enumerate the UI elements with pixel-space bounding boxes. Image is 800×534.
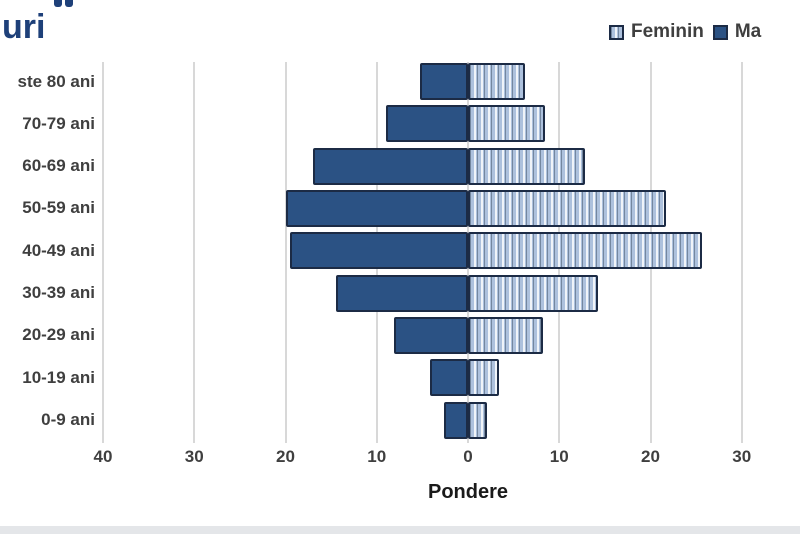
bar-feminin [468, 316, 543, 354]
bar-masculin [290, 232, 468, 270]
legend-label-feminin: Feminin [631, 21, 704, 42]
bar-masculin [385, 105, 468, 143]
gridline [740, 62, 743, 443]
bar-feminin [468, 105, 545, 143]
masculin-swatch-icon [712, 24, 728, 40]
bar-masculin [429, 359, 468, 397]
bar-masculin [394, 316, 468, 354]
category-label: 70-79 ani [22, 113, 95, 133]
legend: Feminin Ma [609, 21, 761, 43]
x-tick-label: 30 [732, 447, 752, 466]
category-label: 30-39 ani [22, 283, 95, 303]
bar-feminin [468, 232, 702, 270]
x-tick-label: 0 [463, 447, 473, 466]
x-axis-title: Pondere [427, 481, 509, 503]
feminin-swatch-icon [609, 24, 624, 40]
gridline [193, 62, 196, 443]
x-tick-label: 10 [549, 447, 569, 466]
bar-feminin [468, 63, 526, 100]
gridline [284, 62, 287, 443]
bar-masculin [312, 147, 468, 185]
bar-masculin [335, 274, 468, 312]
cropped-text-fragment [65, 0, 73, 7]
bar-feminin [468, 401, 488, 439]
category-label: 50-59 ani [22, 198, 95, 218]
bar-masculin [285, 189, 468, 227]
bar-feminin [468, 189, 666, 227]
bar-masculin [444, 401, 468, 439]
chart-title: uri [2, 8, 46, 46]
x-tick-label: 10 [367, 447, 387, 466]
bottom-strip [0, 526, 800, 534]
category-label: 60-69 ani [22, 156, 95, 176]
cropped-text-fragment [54, 0, 62, 7]
category-label: 0-9 ani [41, 410, 95, 430]
bar-feminin [468, 359, 500, 397]
legend-item-masculin: Ma [712, 21, 762, 43]
bar-feminin [468, 274, 598, 312]
x-tick-label: 20 [276, 447, 295, 466]
gridline [102, 62, 104, 443]
category-label: 20-29 ani [22, 325, 95, 345]
bar-feminin [468, 147, 585, 185]
bar-masculin [419, 63, 468, 100]
legend-item-feminin: Feminin [609, 21, 704, 43]
x-tick-label: 30 [184, 447, 204, 466]
category-label: 10-19 ani [22, 367, 95, 387]
category-label: 40-49 ani [22, 240, 95, 260]
legend-label-masculin: Ma [734, 21, 762, 42]
x-tick-label: 40 [93, 447, 113, 466]
x-tick-label: 20 [641, 447, 660, 466]
category-label: ste 80 ani [17, 71, 96, 91]
